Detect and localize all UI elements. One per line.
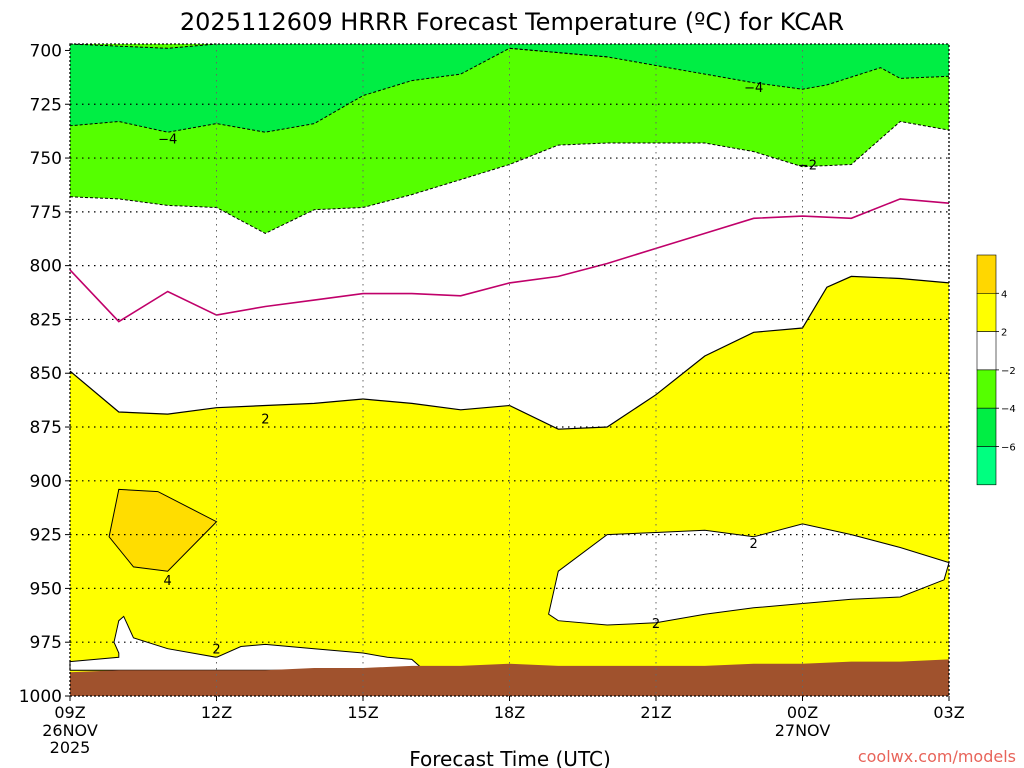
x-tick-label: 09Z — [54, 703, 85, 722]
contour-label: 4 — [164, 574, 172, 589]
x-tick-label: 00Z — [787, 703, 818, 722]
x-tick-date: 27NOV — [775, 721, 831, 740]
x-tick-label: 15Z — [347, 703, 378, 722]
contour-m4-line-top — [69, 43, 217, 49]
x-tick-label: 21Z — [640, 703, 671, 722]
x-tick-label: 18Z — [494, 703, 525, 722]
y-tick-label: 975 — [30, 633, 62, 653]
chart-title: 2025112609 HRRR Forecast Temperature (ºC… — [180, 8, 844, 36]
y-tick-label: 850 — [30, 364, 62, 384]
legend-swatch — [976, 331, 997, 371]
legend-label: −6 — [1001, 443, 1016, 454]
contour-m4-line-right — [509, 47, 950, 90]
y-tick-label: 950 — [30, 579, 62, 599]
contour-label: 2 — [652, 617, 660, 632]
region-cool-m4 — [70, 44, 949, 133]
color-legend: 4 2 −2 −4 −6 — [976, 254, 1016, 486]
y-tick-label: 900 — [30, 472, 62, 492]
x-tick-label: 12Z — [201, 703, 232, 722]
y-tick-label: 750 — [30, 149, 62, 169]
x-tick-label: 03Z — [933, 703, 964, 722]
credit-label: coolwx.com/models — [858, 747, 1016, 766]
region-warm-4 — [108, 488, 218, 572]
region-ground — [70, 659, 949, 696]
plot-frame — [69, 43, 950, 697]
contour-label: −2 — [798, 159, 817, 174]
contour-label: −4 — [744, 81, 763, 96]
legend-swatch — [976, 292, 997, 332]
contour-2-line — [69, 275, 950, 430]
legend-label: 4 — [1001, 289, 1007, 300]
legend-swatch — [976, 446, 997, 486]
contour-label: −4 — [158, 133, 177, 148]
legend-label: −2 — [1001, 366, 1016, 377]
x-axis-label: Forecast Time (UTC) — [409, 747, 611, 768]
y-tick-label: 925 — [30, 526, 62, 546]
y-tick-label: 1000 — [19, 687, 62, 707]
y-tick-label: 825 — [30, 310, 62, 330]
contour-label: 2 — [261, 412, 269, 427]
y-tick-label: 800 — [30, 257, 62, 277]
contour-label: 2 — [212, 643, 220, 658]
y-tick-label: 875 — [30, 418, 62, 438]
legend-label: −4 — [1001, 404, 1016, 415]
legend-label: 2 — [1001, 328, 1007, 339]
x-tick-year: 2025 — [50, 738, 91, 757]
legend-swatch — [976, 369, 997, 409]
contour-m4-line — [69, 47, 608, 133]
x-tick-date: 26NOV — [42, 721, 98, 740]
y-tick-label: 725 — [30, 95, 62, 115]
plot-area: −4 −4 −2 2 2 2 2 4 — [69, 43, 950, 697]
y-tick-label: 700 — [30, 41, 62, 61]
legend-swatch — [976, 254, 997, 294]
y-tick-label: 775 — [30, 203, 62, 223]
contour-label: 2 — [750, 537, 758, 552]
legend-swatch — [976, 407, 997, 447]
